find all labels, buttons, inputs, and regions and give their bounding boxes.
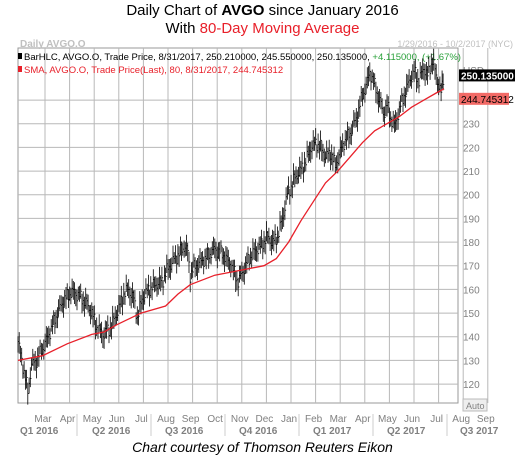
y-tick-label: 160 (463, 285, 480, 296)
x-month-label: May (378, 414, 397, 425)
y-tick-label: 130 (463, 356, 480, 367)
x-month-label: Mar (34, 414, 52, 425)
chart-title-ticker: AVGO (221, 2, 265, 19)
x-month-label: Jul (135, 414, 148, 425)
y-tick-label: 150 (463, 309, 480, 320)
x-quarter-label: Q1 2017 (313, 426, 352, 437)
x-month-label: May (83, 414, 102, 425)
y-tick-label: 170 (463, 262, 480, 273)
chart-watermark: Daily AVGO.O (20, 39, 86, 50)
auto-scale-button[interactable] (462, 398, 488, 412)
x-month-label: Jul (430, 414, 443, 425)
x-month-label: Mar (330, 414, 348, 425)
price-chart[interactable]: 120130140150160170180190200210220230240M… (0, 36, 525, 438)
y-tick-label: 200 (463, 191, 480, 202)
y-tick-label: 120 (463, 380, 480, 391)
chart-subtitle-prefix: With (165, 20, 200, 37)
x-month-label: Apr (60, 414, 76, 425)
sma-value-badge (459, 92, 509, 105)
legend-sma: SMA, AVGO.O, Trade Price(Last), 80, 8/31… (24, 65, 283, 76)
x-month-label: Jun (404, 414, 420, 425)
chart-subtitle: With 80-Day Moving Average (0, 20, 525, 38)
plot-area (17, 47, 459, 404)
x-month-label: Oct (207, 414, 223, 425)
last-price-label: 250.135000 (461, 71, 514, 82)
legend-sma-marker (18, 66, 22, 72)
chart-date-range: 1/29/2016 - 10/2/2017 (NYC) (397, 39, 513, 49)
sma-value-label: 244.745312 (461, 95, 514, 106)
legend-price-marker (18, 53, 22, 59)
last-price-badge (459, 69, 515, 82)
y-tick-label: 220 (463, 143, 480, 154)
y-tick-label: 140 (463, 333, 480, 344)
x-month-label: Feb (305, 414, 323, 425)
x-quarter-label: Q1 2016 (20, 426, 59, 437)
y-tick-label: 230 (463, 120, 480, 131)
x-quarter-label: Q2 2016 (92, 426, 131, 437)
x-month-label: Jun (109, 414, 125, 425)
x-quarter-label: Q4 2016 (239, 426, 278, 437)
x-month-label: Nov (231, 414, 249, 425)
y-tick-label: 210 (463, 167, 480, 178)
legend-price: BarHLC, AVGO.O, Trade Price, 8/31/2017, … (24, 52, 461, 63)
auto-scale-label: Auto (466, 401, 485, 411)
legend-price-change: +4.115000, (+1.67%) (372, 52, 461, 63)
x-month-label: Sep (477, 414, 495, 425)
x-month-label: Aug (452, 414, 470, 425)
x-quarter-label: Q3 2016 (165, 426, 204, 437)
chart-title-suffix: since January 2016 (264, 2, 399, 19)
chart-subtitle-highlight: 80-Day Moving Average (199, 20, 360, 37)
x-month-label: Aug (157, 414, 175, 425)
price-bars-series (17, 48, 445, 405)
sma-line-series (17, 88, 445, 362)
chart-title: Daily Chart of AVGO since January 2016 (0, 2, 525, 20)
x-month-label: Jan (281, 414, 297, 425)
x-quarter-label: Q2 2017 (387, 426, 426, 437)
x-month-label: Apr (355, 414, 371, 425)
x-month-label: Sep (182, 414, 200, 425)
x-month-label: Dec (256, 414, 274, 425)
x-quarter-label: Q3 2017 (460, 426, 499, 437)
y-tick-label: 180 (463, 238, 480, 249)
y-tick-label: 190 (463, 214, 480, 225)
chart-caption: Chart courtesy of Thomson Reuters Eikon (132, 439, 393, 455)
chart-title-prefix: Daily Chart of (126, 2, 222, 19)
